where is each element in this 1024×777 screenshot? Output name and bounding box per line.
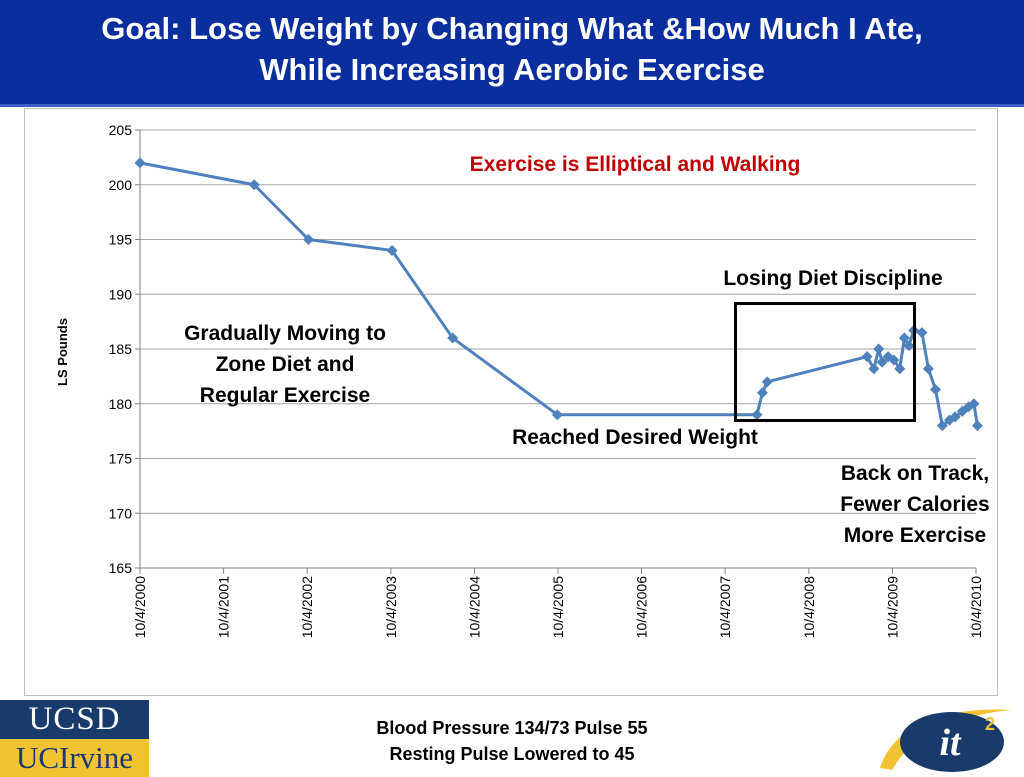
data-point — [903, 340, 915, 352]
x-tick-label: 10/4/2009 — [884, 576, 900, 638]
grid-layer — [140, 129, 976, 514]
y-tick-label: 170 — [109, 505, 133, 521]
annotation-losing: Losing Diet Discipline — [723, 267, 943, 290]
calit2-logo-sup: 2 — [985, 714, 995, 734]
y-axis-title: LS Pounds — [55, 318, 70, 386]
data-point — [949, 411, 961, 423]
data-point — [929, 384, 941, 396]
x-tick-label: 10/4/2003 — [383, 576, 399, 638]
data-point — [868, 363, 880, 375]
footer-line1: Blood Pressure 134/73 Pulse 55 — [376, 718, 648, 738]
highlight-box — [734, 302, 916, 422]
x-tick-label: 10/4/2007 — [717, 576, 733, 638]
data-point — [761, 376, 773, 388]
series-layer — [134, 157, 983, 432]
uci-logo: UCIrvine — [0, 739, 149, 777]
annotation-gradual: Gradually Moving to Zone Diet and Regula… — [140, 318, 430, 411]
annotation-gradual-line3: Regular Exercise — [199, 384, 371, 407]
data-point — [248, 179, 260, 191]
chart-frame — [24, 108, 998, 696]
slide-title-line1: Goal: Lose Weight by Changing What &How … — [101, 11, 923, 46]
calit2-oval — [900, 712, 1004, 772]
x-tick-label: 10/4/2002 — [299, 576, 315, 638]
axis-layer: 165 170 175 180 185 190 195 200 205 10/4/2000 10/4… — [109, 122, 984, 638]
annotation-back-line3: More Exercise — [843, 524, 987, 547]
x-tick-label: 10/4/2000 — [132, 576, 148, 638]
annotation-gradual-line1: Gradually Moving to — [184, 322, 386, 345]
x-tick-label: 10/4/2004 — [466, 576, 482, 638]
y-tick-label: 180 — [109, 396, 133, 412]
annotation-back-line1: Back on Track, — [840, 462, 990, 485]
footer-line2: Resting Pulse Lowered to 45 — [389, 744, 635, 764]
footer-text: Blood Pressure 134/73 Pulse 55 Resting P… — [260, 715, 764, 767]
ucsd-logo-text: UCSD — [28, 701, 121, 737]
data-point — [861, 351, 873, 363]
y-tick-label: 200 — [109, 177, 133, 193]
data-point — [894, 363, 906, 375]
y-tick-label: 195 — [109, 232, 133, 248]
data-point — [922, 363, 934, 375]
data-point — [888, 354, 900, 366]
y-tick-label: 185 — [109, 341, 133, 357]
data-point — [876, 356, 888, 368]
data-point — [936, 420, 948, 432]
data-point — [134, 157, 146, 169]
x-tick-label: 10/4/2005 — [550, 576, 566, 638]
x-tick-label: 10/4/2010 — [968, 576, 984, 638]
annotation-reached: Reached Desired Weight — [512, 426, 758, 449]
data-point — [873, 343, 885, 355]
x-tick-label: 10/4/2008 — [801, 576, 817, 638]
data-point — [756, 387, 768, 399]
y-tick-label: 205 — [109, 122, 133, 138]
slide-title: Goal: Lose Weight by Changing What &How … — [0, 8, 1024, 90]
data-point — [971, 420, 983, 432]
data-point — [447, 332, 459, 344]
annotation-back-line2: Fewer Calories — [840, 493, 990, 516]
data-point — [751, 409, 763, 421]
data-point — [898, 332, 910, 344]
y-tick-label: 190 — [109, 286, 133, 302]
y-tick-label: 165 — [109, 560, 133, 576]
calit2-logo-text: it — [939, 722, 962, 764]
calit2-logo: it 2 — [880, 709, 1012, 772]
data-point — [551, 409, 563, 421]
slide-header: Goal: Lose Weight by Changing What &How … — [0, 0, 1024, 107]
ucsd-logo: UCSD — [0, 700, 149, 739]
x-tick-label: 10/4/2001 — [216, 576, 232, 638]
data-point — [968, 398, 980, 410]
annotation-gradual-line2: Zone Diet and — [215, 353, 355, 376]
annotation-exercise: Exercise is Elliptical and Walking — [469, 153, 801, 176]
data-point — [916, 327, 928, 339]
data-point — [302, 234, 314, 245]
y-tick-label: 175 — [109, 451, 133, 467]
data-point — [386, 244, 398, 256]
x-tick-label: 10/4/2006 — [634, 576, 650, 638]
slide-title-line2: While Increasing Aerobic Exercise — [259, 52, 765, 87]
annotation-back-on-track: Back on Track, Fewer Calories More Exerc… — [806, 458, 1024, 551]
uci-logo-text: UCIrvine — [15, 740, 134, 775]
